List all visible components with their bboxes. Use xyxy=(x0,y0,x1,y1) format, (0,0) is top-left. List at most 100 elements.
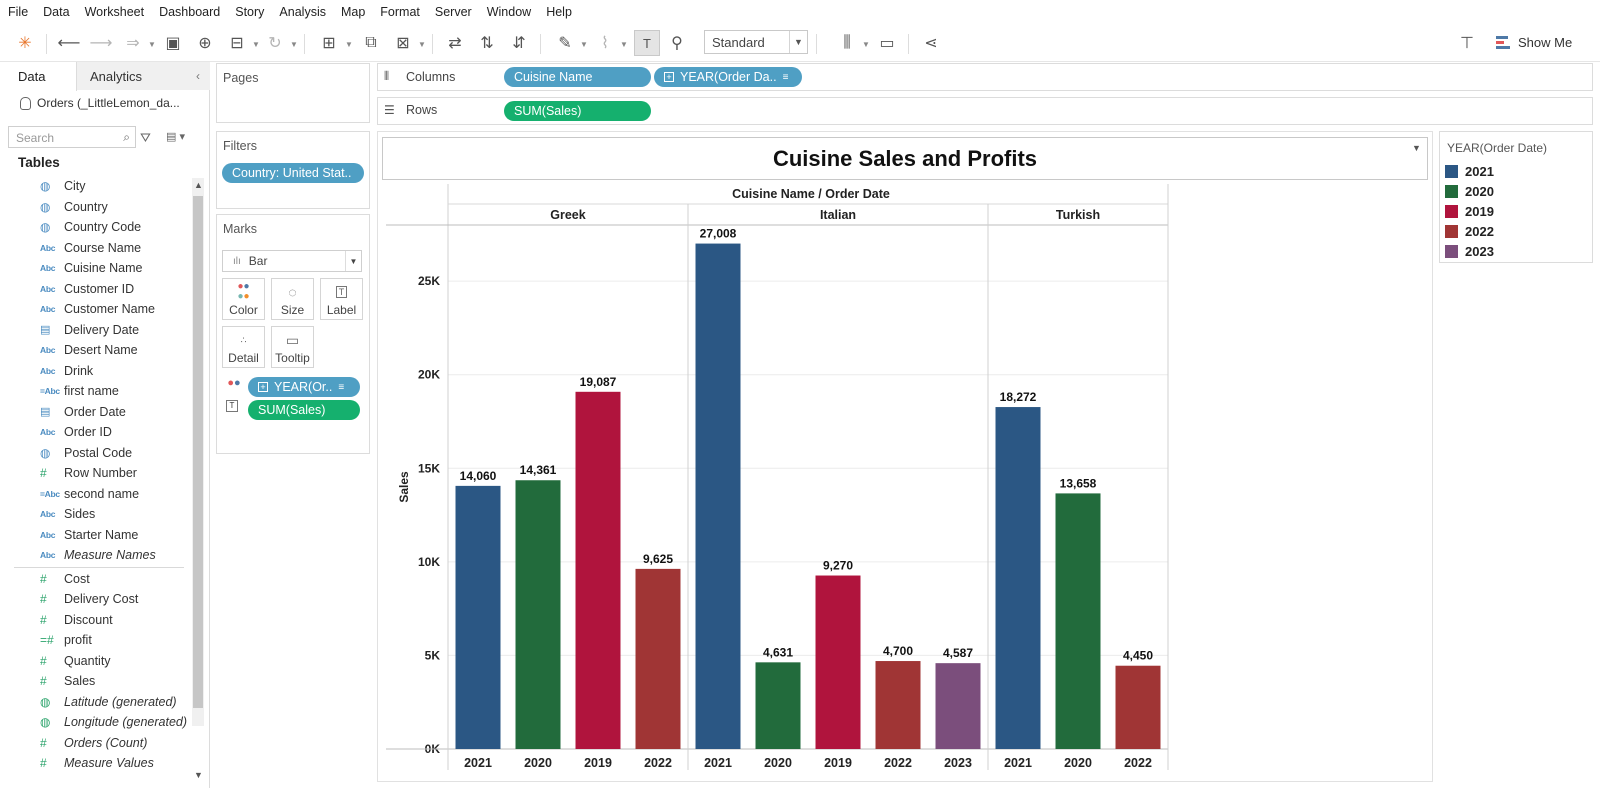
group-members-icon[interactable]: ⌇ xyxy=(601,35,609,52)
filter-pill-country[interactable]: Country: United Stat.. xyxy=(222,163,364,183)
view-options-icon[interactable]: ▤ ▾ xyxy=(166,131,185,143)
field-item[interactable]: # Orders (Count) xyxy=(0,733,190,753)
marks-color-button[interactable]: ●● ●● Color xyxy=(222,278,265,320)
menu-help[interactable]: Help xyxy=(546,5,572,19)
sort-ascending-icon[interactable]: ⇅ xyxy=(480,35,494,52)
legend-item-2021[interactable]: 2021 xyxy=(1445,162,1494,180)
swap-rows-columns-icon[interactable]: ⇄ xyxy=(448,35,462,52)
menu-server[interactable]: Server xyxy=(434,5,472,19)
fix-axes-icon[interactable]: ⚲ xyxy=(671,35,683,52)
clear-dropdown-icon[interactable]: ▼ xyxy=(418,40,426,49)
new-datasource-icon[interactable]: ⊕ xyxy=(198,35,212,52)
marks-detail-button[interactable]: ∴ Detail xyxy=(222,326,265,368)
field-item[interactable]: Abc Cuisine Name xyxy=(0,258,190,278)
field-item[interactable]: ◍ Country Code xyxy=(0,217,190,237)
field-item[interactable]: ◍ Latitude (generated) xyxy=(0,692,190,712)
share-icon[interactable]: ⋖ xyxy=(924,35,938,52)
new-worksheet-icon[interactable]: ⊞ xyxy=(322,35,336,52)
clear-sheet-icon[interactable]: ⊠ xyxy=(396,35,410,52)
field-item[interactable]: Abc Desert Name xyxy=(0,340,190,360)
pages-card[interactable]: Pages xyxy=(216,63,370,123)
marks-pill-year[interactable]: + YEAR(Or.. ≡ xyxy=(248,377,360,397)
marks-tooltip-button[interactable]: ▭ Tooltip xyxy=(271,326,314,368)
sort-descending-icon[interactable]: ⇵ xyxy=(512,35,526,52)
field-item[interactable]: # Discount xyxy=(0,610,190,630)
columns-pill-year[interactable]: + YEAR(Order Da.. ≡ xyxy=(654,67,802,87)
field-item[interactable]: # Measure Values xyxy=(0,753,190,773)
fit-width-icon[interactable]: ⫼ xyxy=(843,34,851,51)
field-list-scroll-thumb[interactable] xyxy=(193,196,203,708)
datasource-item[interactable]: Orders (_LittleLemon_da... xyxy=(20,94,205,112)
field-item[interactable]: Abc Drink xyxy=(0,361,190,381)
collapse-pane-icon[interactable]: ‹ xyxy=(196,69,200,83)
field-item[interactable]: # Cost xyxy=(0,569,190,589)
field-item[interactable]: Abc Customer ID xyxy=(0,279,190,299)
chart-title[interactable]: Cuisine Sales and Profits xyxy=(382,137,1428,180)
legend-item-2022[interactable]: 2022 xyxy=(1445,222,1494,240)
filter-fields-icon[interactable]: ⛛ xyxy=(140,130,151,145)
field-item[interactable]: ◍ City xyxy=(0,176,190,196)
menu-format[interactable]: Format xyxy=(380,5,420,19)
field-item[interactable]: Abc Customer Name xyxy=(0,299,190,319)
menu-window[interactable]: Window xyxy=(486,5,532,19)
mark-type-select[interactable]: ılı Bar ▼ xyxy=(222,250,362,272)
highlight-dropdown-icon[interactable]: ▼ xyxy=(580,40,588,49)
search-input[interactable]: Search ⌕ xyxy=(8,126,136,148)
marks-size-button[interactable]: ◌ Size xyxy=(271,278,314,320)
group-dropdown-icon[interactable]: ▼ xyxy=(620,40,628,49)
undo-icon[interactable]: ⟵ xyxy=(57,35,81,52)
show-mark-labels-icon[interactable]: T xyxy=(634,30,660,56)
pause-dropdown-icon[interactable]: ▼ xyxy=(252,40,260,49)
replay-icon[interactable]: ⇒ xyxy=(126,35,140,52)
field-item[interactable]: =Abc second name xyxy=(0,484,190,504)
menu-data[interactable]: Data xyxy=(43,5,70,19)
legend-item-2023[interactable]: 2023 xyxy=(1445,242,1494,260)
marks-label-button[interactable]: T Label xyxy=(320,278,363,320)
menu-analysis[interactable]: Analysis xyxy=(279,5,326,19)
field-item[interactable]: Abc Sides xyxy=(0,504,190,524)
rows-pill-sales[interactable]: SUM(Sales) xyxy=(504,101,651,121)
field-item[interactable]: # Row Number xyxy=(0,463,190,483)
tab-data[interactable]: Data xyxy=(0,62,77,91)
menu-story[interactable]: Story xyxy=(235,5,265,19)
field-item[interactable]: # Quantity xyxy=(0,651,190,671)
highlight-icon[interactable]: ✎ xyxy=(558,35,572,52)
menu-file[interactable]: File xyxy=(8,5,29,19)
scroll-down-icon[interactable]: ▼ xyxy=(194,770,203,780)
marks-pill-sales[interactable]: SUM(Sales) xyxy=(248,400,360,420)
field-item[interactable]: ▤ Delivery Date xyxy=(0,320,190,340)
refresh-icon[interactable]: ↻ xyxy=(268,35,282,52)
field-item[interactable]: =# profit xyxy=(0,630,190,650)
field-item[interactable]: # Delivery Cost xyxy=(0,589,190,609)
legend-item-2019[interactable]: 2019 xyxy=(1445,202,1494,220)
scroll-up-icon[interactable]: ▲ xyxy=(194,180,203,190)
fit-dropdown-icon[interactable]: ▼ xyxy=(862,40,870,49)
fit-select[interactable]: Standard ▼ xyxy=(704,30,808,54)
field-item[interactable]: ▤ Order Date xyxy=(0,402,190,422)
field-item[interactable]: Abc Measure Names xyxy=(0,545,190,565)
duplicate-sheet-icon[interactable]: ⧉ xyxy=(365,34,377,51)
field-item[interactable]: =Abc first name xyxy=(0,381,190,401)
save-icon[interactable]: ▣ xyxy=(165,35,181,52)
refresh-dropdown-icon[interactable]: ▼ xyxy=(290,40,298,49)
columns-pill-cuisine[interactable]: Cuisine Name xyxy=(504,67,651,87)
show-me-button[interactable]: Show Me xyxy=(1496,30,1572,54)
redo-icon[interactable]: ⟶ xyxy=(89,35,113,52)
format-workbook-icon[interactable]: ⊤ xyxy=(1460,35,1474,52)
tab-analytics[interactable]: Analytics ‹ xyxy=(77,62,210,90)
presentation-mode-icon[interactable]: ▭ xyxy=(879,35,895,52)
menu-map[interactable]: Map xyxy=(340,5,366,19)
field-item[interactable]: Abc Starter Name xyxy=(0,525,190,545)
new-worksheet-dropdown-icon[interactable]: ▼ xyxy=(345,40,353,49)
field-item[interactable]: # Sales xyxy=(0,671,190,691)
replay-dropdown-icon[interactable]: ▼ xyxy=(148,40,156,49)
field-item[interactable]: Abc Course Name xyxy=(0,238,190,258)
field-item[interactable]: ◍ Longitude (generated) xyxy=(0,712,190,732)
tableau-logo-icon[interactable]: ✳ xyxy=(18,35,32,52)
menu-worksheet[interactable]: Worksheet xyxy=(84,5,145,19)
field-item[interactable]: Abc Order ID xyxy=(0,422,190,442)
legend-item-2020[interactable]: 2020 xyxy=(1445,182,1494,200)
field-item[interactable]: ◍ Postal Code xyxy=(0,443,190,463)
menu-dashboard[interactable]: Dashboard xyxy=(159,5,221,19)
field-item[interactable]: ◍ Country xyxy=(0,197,190,217)
